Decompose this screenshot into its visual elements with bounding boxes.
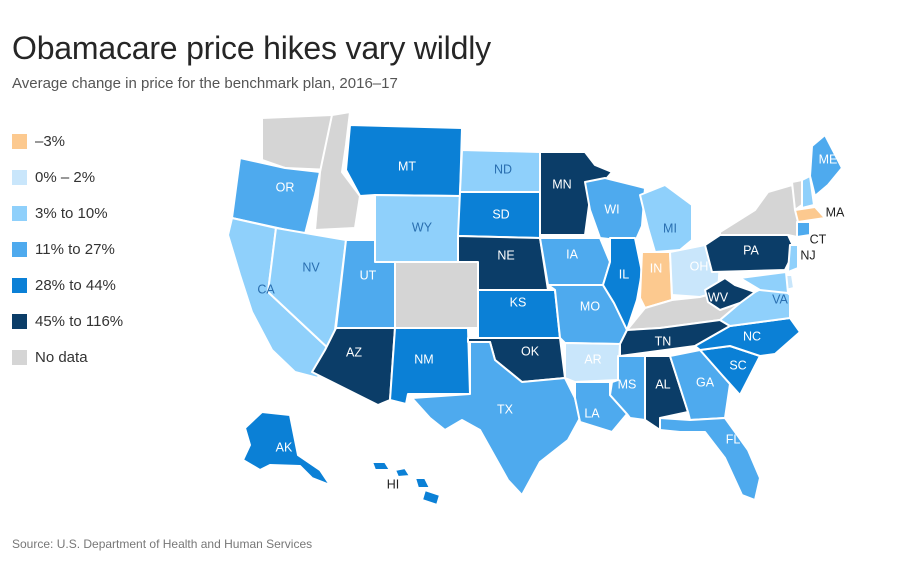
states-layer: [227, 111, 843, 506]
state-label-wv: WV: [708, 290, 729, 304]
state-ma: [794, 206, 826, 223]
legend-label: –3%: [35, 132, 66, 150]
state-label-or: OR: [276, 180, 295, 194]
legend-swatch: [12, 241, 27, 257]
legend-swatch: [12, 313, 27, 329]
state-hi: [371, 461, 441, 506]
state-label-wi: WI: [604, 202, 619, 216]
state-label-nd: ND: [494, 162, 512, 176]
legend-swatch: [12, 169, 27, 185]
state-label-ga: GA: [696, 375, 715, 389]
state-label-mt: MT: [398, 159, 416, 173]
state-label-hi: HI: [387, 477, 400, 491]
state-label-nj: NJ: [800, 248, 815, 262]
source-note: Source: U.S. Department of Health and Hu…: [12, 537, 313, 551]
legend-item-28-44: 28% to 44%: [12, 276, 123, 294]
legend-swatch: [12, 277, 27, 293]
state-label-ia: IA: [566, 247, 578, 261]
state-label-pa: PA: [743, 243, 759, 257]
state-la: [574, 381, 628, 433]
state-label-ok: OK: [521, 344, 540, 358]
legend-item-0-2: 0% – 2%: [12, 168, 123, 186]
legend-label: 28% to 44%: [35, 276, 116, 294]
state-label-tx: TX: [497, 402, 514, 416]
legend-swatch: [12, 133, 27, 149]
state-label-sd: SD: [492, 207, 509, 221]
legend-item-11-27: 11% to 27%: [12, 240, 123, 258]
state-label-tn: TN: [655, 334, 672, 348]
legend-swatch: [12, 205, 27, 221]
state-or: [231, 157, 321, 235]
state-nm: [389, 327, 471, 405]
state-label-nv: NV: [302, 260, 320, 274]
legend-item-minus-3: –3%: [12, 132, 123, 150]
state-label-ks: KS: [510, 295, 527, 309]
state-label-ne: NE: [497, 248, 514, 262]
state-wa: [261, 114, 333, 171]
legend-item-no-data: No data: [12, 348, 123, 366]
legend-label: 11% to 27%: [35, 240, 115, 258]
state-label-va: VA: [772, 292, 788, 306]
state-label-mn: MN: [552, 177, 571, 191]
legend-label: No data: [35, 348, 88, 366]
state-label-in: IN: [650, 261, 663, 275]
state-label-ca: CA: [257, 282, 275, 296]
state-co: [394, 261, 479, 329]
state-label-ct: CT: [810, 232, 827, 246]
state-label-nm: NM: [414, 352, 433, 366]
map-legend: –3% 0% – 2% 3% to 10% 11% to 27% 28% to …: [12, 132, 123, 384]
state-label-la: LA: [584, 406, 600, 420]
legend-label: 45% to 116%: [35, 312, 124, 330]
state-ct: [796, 221, 811, 238]
state-ak: [242, 411, 331, 486]
legend-item-3-10: 3% to 10%: [12, 204, 123, 222]
state-label-il: IL: [619, 267, 629, 281]
state-label-ma: MA: [826, 205, 845, 219]
state-label-nc: NC: [743, 329, 761, 343]
state-me: [809, 134, 843, 197]
legend-swatch: [12, 349, 27, 365]
legend-label: 0% – 2%: [35, 168, 96, 186]
page-subtitle: Average change in price for the benchmar…: [12, 75, 398, 92]
state-label-mi: MI: [663, 221, 677, 235]
state-label-ak: AK: [276, 440, 293, 454]
state-mi: [639, 184, 693, 253]
state-label-me: ME: [819, 152, 838, 166]
legend-label: 3% to 10%: [35, 204, 108, 222]
state-label-mo: MO: [580, 299, 600, 313]
state-label-fl: FL: [726, 432, 741, 446]
state-label-az: AZ: [346, 345, 362, 359]
page-title: Obamacare price hikes vary wildly: [12, 30, 491, 66]
state-label-ar: AR: [584, 352, 601, 366]
state-label-oh: OH: [690, 259, 709, 273]
state-ia: [539, 237, 611, 286]
state-label-de: DE: [794, 272, 811, 286]
state-label-ut: UT: [360, 268, 377, 282]
labels-layer: OR CA NV MT WY UT AZ NM ND SD NE KS OK TX MN IA MO AR LA WI…: [257, 152, 845, 491]
state-label-ms: MS: [618, 377, 637, 391]
state-label-sc: SC: [729, 358, 746, 372]
legend-item-45-116: 45% to 116%: [12, 312, 123, 330]
state-fl: [659, 417, 761, 501]
state-wi: [584, 177, 646, 243]
state-tx: [411, 341, 581, 496]
state-nj: [787, 244, 799, 273]
state-label-wy: WY: [412, 220, 433, 234]
state-label-al: AL: [655, 377, 670, 391]
state-ny: [719, 184, 801, 238]
state-wv: [704, 277, 756, 311]
state-md: [739, 271, 789, 294]
